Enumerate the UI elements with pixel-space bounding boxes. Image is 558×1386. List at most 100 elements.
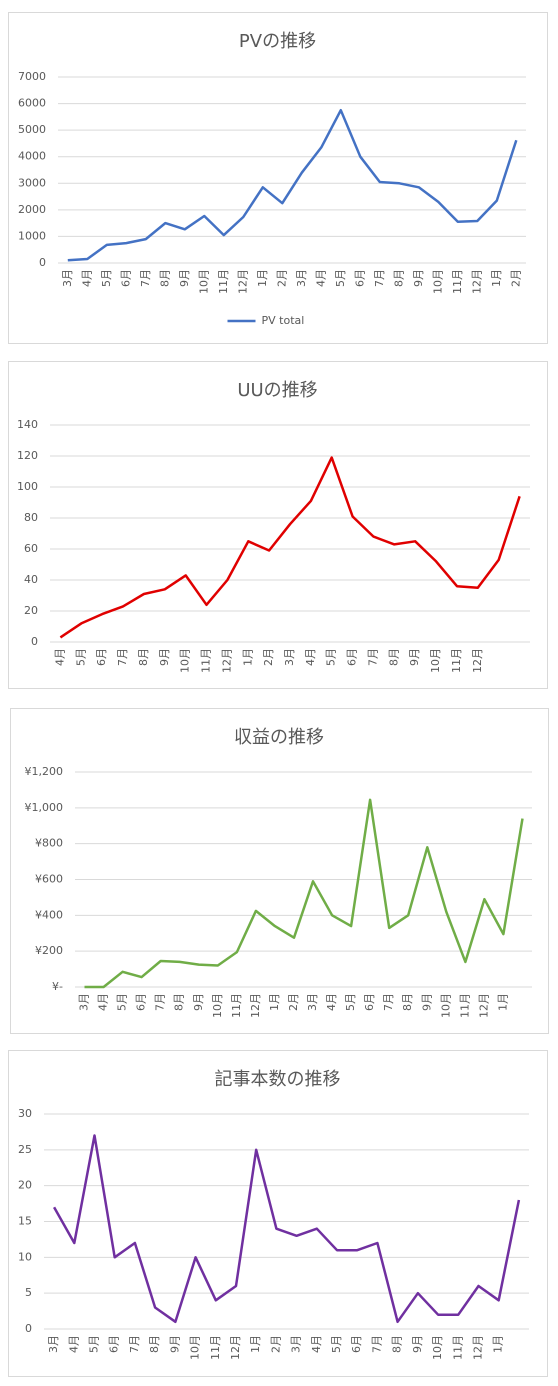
x-tick-label: 10月 bbox=[439, 993, 452, 1018]
x-tick-label: 9月 bbox=[411, 1335, 424, 1353]
x-tick-label: 8月 bbox=[401, 993, 414, 1011]
chart: PVの推移 0 1000 2000 3000 4000 5000 6000 7000 3月 4月 5月… bbox=[8, 12, 548, 344]
x-tick-label: 12月 bbox=[471, 1335, 484, 1360]
y-tick-label: 20 bbox=[24, 604, 38, 617]
x-tick-label: 7月 bbox=[139, 269, 152, 287]
x-tick-label: 10月 bbox=[211, 993, 224, 1018]
y-tick-label: 140 bbox=[17, 418, 38, 431]
x-tick-label: 8月 bbox=[173, 993, 186, 1011]
x-tick-label: 5月 bbox=[325, 648, 338, 666]
x-tick-label: 7月 bbox=[366, 648, 379, 666]
x-tick-label: 8月 bbox=[148, 1335, 161, 1353]
x-tick-label: 11月 bbox=[217, 269, 230, 294]
y-tick-label: 10 bbox=[18, 1250, 32, 1263]
y-tick-label: 2000 bbox=[18, 203, 46, 216]
data-line bbox=[84, 798, 524, 989]
x-tick-label: 12月 bbox=[477, 993, 490, 1018]
data-line bbox=[67, 108, 518, 262]
x-tick-label: 5月 bbox=[116, 993, 129, 1011]
y-tick-label: 30 bbox=[18, 1107, 32, 1120]
x-tick-label: 7月 bbox=[370, 1335, 383, 1353]
y-tick-label: 80 bbox=[24, 511, 38, 524]
x-tick-label: 1月 bbox=[241, 648, 254, 666]
y-tick-label: ¥800 bbox=[35, 837, 63, 850]
x-tick-label: 6月 bbox=[135, 993, 148, 1011]
chart: 収益の推移 ¥- ¥200 ¥400 ¥600 ¥800 ¥1,000 ¥1,200 3月 4月 5… bbox=[10, 708, 549, 1034]
x-tick-label: 12月 bbox=[220, 648, 233, 673]
y-tick-label: ¥200 bbox=[35, 944, 63, 957]
y-tick-label: 25 bbox=[18, 1143, 32, 1156]
x-tick-label: 2月 bbox=[509, 269, 522, 287]
data-line bbox=[59, 456, 521, 639]
x-tick-label: 3月 bbox=[290, 1335, 303, 1353]
y-tick-label: 4000 bbox=[18, 150, 46, 163]
x-tick-label: 3月 bbox=[61, 269, 74, 287]
x-tick-label: 11月 bbox=[451, 269, 464, 294]
chart-frame bbox=[8, 12, 548, 344]
x-tick-label: 11月 bbox=[209, 1335, 222, 1360]
x-tick-label: 8月 bbox=[158, 269, 171, 287]
y-tick-label: 3000 bbox=[18, 176, 46, 189]
x-tick-label: 8月 bbox=[391, 1335, 404, 1353]
x-tick-label: 11月 bbox=[458, 993, 471, 1018]
chart-title: PVの推移 bbox=[239, 31, 316, 52]
x-tick-label: 1月 bbox=[496, 993, 509, 1011]
chart: UUの推移 0 20 40 60 80 100 120 140 4月 5月 6月 7月 8月 9月 10月 11… bbox=[8, 361, 548, 689]
x-tick-label: 7月 bbox=[116, 648, 129, 666]
x-tick-label: 4月 bbox=[310, 1335, 323, 1353]
chart-title: UUの推移 bbox=[237, 380, 317, 401]
x-tick-label: 4月 bbox=[67, 1335, 80, 1353]
y-tick-label: 6000 bbox=[18, 97, 46, 110]
chart-frame bbox=[8, 361, 548, 689]
legend-label: PV total bbox=[262, 314, 305, 327]
x-tick-label: 7月 bbox=[128, 1335, 141, 1353]
x-tick-label: 11月 bbox=[200, 648, 213, 673]
x-tick-label: 3月 bbox=[47, 1335, 60, 1353]
x-tick-label: 9月 bbox=[168, 1335, 181, 1353]
y-tick-label: 0 bbox=[39, 256, 46, 269]
x-tick-label: 11月 bbox=[230, 993, 243, 1018]
y-tick-label: ¥- bbox=[52, 980, 63, 993]
x-tick-label: 8月 bbox=[387, 648, 400, 666]
x-tick-label: 9月 bbox=[158, 648, 171, 666]
x-tick-label: 1月 bbox=[249, 1335, 262, 1353]
x-tick-label: 9月 bbox=[412, 269, 425, 287]
y-tick-label: 7000 bbox=[18, 70, 46, 83]
y-tick-label: 5 bbox=[25, 1286, 32, 1299]
y-tick-label: 0 bbox=[31, 635, 38, 648]
x-tick-label: 1月 bbox=[268, 993, 281, 1011]
y-tick-label: ¥400 bbox=[35, 908, 63, 921]
x-tick-label: 6月 bbox=[108, 1335, 121, 1353]
x-tick-label: 10月 bbox=[431, 1335, 444, 1360]
x-tick-label: 4月 bbox=[304, 648, 317, 666]
y-tick-label: 0 bbox=[25, 1322, 32, 1335]
x-tick-label: 4月 bbox=[325, 993, 338, 1011]
x-tick-label: 2月 bbox=[269, 1335, 282, 1353]
x-tick-label: 3月 bbox=[283, 648, 296, 666]
y-tick-label: ¥1,000 bbox=[25, 801, 64, 814]
x-tick-label: 5月 bbox=[74, 648, 87, 666]
x-tick-label: 2月 bbox=[275, 269, 288, 287]
x-tick-label: 12月 bbox=[249, 993, 262, 1018]
x-tick-label: 4月 bbox=[97, 993, 110, 1011]
x-tick-label: 7月 bbox=[154, 993, 167, 1011]
y-tick-label: ¥1,200 bbox=[25, 765, 64, 778]
y-tick-label: 5000 bbox=[18, 123, 46, 136]
x-tick-label: 2月 bbox=[262, 648, 275, 666]
y-tick-label: 40 bbox=[24, 573, 38, 586]
x-tick-label: 10月 bbox=[429, 648, 442, 673]
x-tick-label: 7月 bbox=[373, 269, 386, 287]
x-tick-label: 6月 bbox=[363, 993, 376, 1011]
y-tick-label: 1000 bbox=[18, 229, 46, 242]
data-line bbox=[53, 1134, 521, 1324]
x-tick-label: 3月 bbox=[78, 993, 91, 1011]
y-tick-label: 60 bbox=[24, 542, 38, 555]
y-tick-label: ¥600 bbox=[35, 873, 63, 886]
x-tick-label: 6月 bbox=[119, 269, 132, 287]
chart-frame bbox=[8, 1050, 548, 1377]
x-tick-label: 9月 bbox=[192, 993, 205, 1011]
x-tick-label: 5月 bbox=[100, 269, 113, 287]
x-tick-label: 2月 bbox=[287, 993, 300, 1011]
x-tick-label: 8月 bbox=[137, 648, 150, 666]
